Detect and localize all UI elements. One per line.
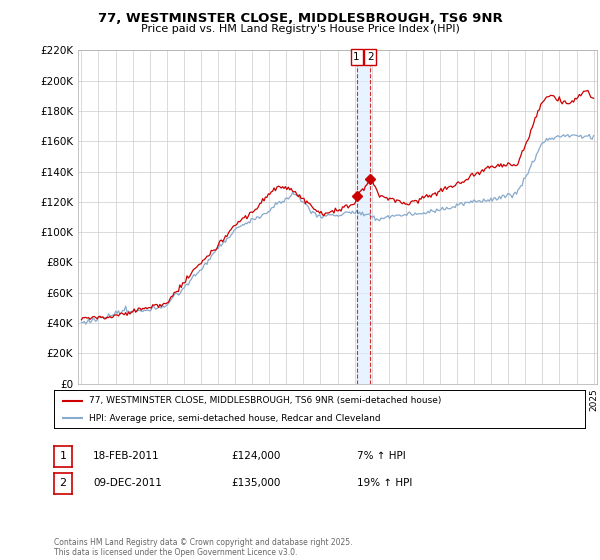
Text: 19% ↑ HPI: 19% ↑ HPI — [357, 478, 412, 488]
Text: HPI: Average price, semi-detached house, Redcar and Cleveland: HPI: Average price, semi-detached house,… — [89, 414, 380, 423]
Bar — [356, 50, 370, 384]
Text: Price paid vs. HM Land Registry's House Price Index (HPI): Price paid vs. HM Land Registry's House … — [140, 24, 460, 34]
Text: 1: 1 — [353, 52, 360, 62]
Text: 77, WESTMINSTER CLOSE, MIDDLESBROUGH, TS6 9NR (semi-detached house): 77, WESTMINSTER CLOSE, MIDDLESBROUGH, TS… — [89, 396, 441, 405]
Text: 09-DEC-2011: 09-DEC-2011 — [93, 478, 162, 488]
Text: 7% ↑ HPI: 7% ↑ HPI — [357, 451, 406, 461]
Text: Contains HM Land Registry data © Crown copyright and database right 2025.
This d: Contains HM Land Registry data © Crown c… — [54, 538, 353, 557]
Text: £124,000: £124,000 — [231, 451, 280, 461]
Text: 1: 1 — [59, 451, 67, 461]
Text: 18-FEB-2011: 18-FEB-2011 — [93, 451, 160, 461]
Text: 2: 2 — [367, 52, 374, 62]
Text: 77, WESTMINSTER CLOSE, MIDDLESBROUGH, TS6 9NR: 77, WESTMINSTER CLOSE, MIDDLESBROUGH, TS… — [98, 12, 502, 25]
Text: £135,000: £135,000 — [231, 478, 280, 488]
Text: 2: 2 — [59, 478, 67, 488]
